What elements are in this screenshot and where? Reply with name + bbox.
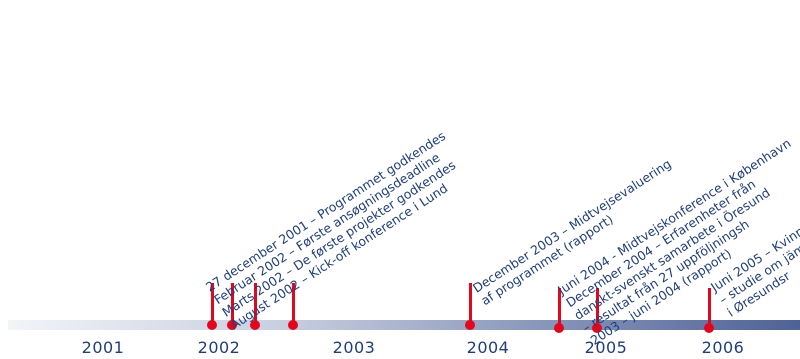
event-marker-stem <box>707 288 711 328</box>
event-marker-dot <box>250 320 260 330</box>
year-label: 2005 <box>584 338 628 357</box>
year-label: 2003 <box>332 338 376 357</box>
year-label: 2001 <box>81 338 125 357</box>
event-label-group: Juni 2004 - Midtvejskonference i Københa… <box>555 135 800 347</box>
event-marker-stem <box>253 283 257 325</box>
event-marker-dot <box>554 323 564 333</box>
event-marker-dot <box>465 320 475 330</box>
event-marker-stem <box>595 288 599 328</box>
event-marker-dot <box>207 320 217 330</box>
year-label: 2002 <box>197 338 241 357</box>
event-marker-stem <box>291 283 295 325</box>
year-label: 2006 <box>701 338 745 357</box>
event-label-line: Marts 2002 – De første projekter godkend… <box>219 157 459 320</box>
event-marker-stem <box>468 283 472 325</box>
event-marker-dot <box>592 323 602 333</box>
event-label-line: Februar 2002 – Første ansøgningsdeadline <box>211 149 443 308</box>
event-marker-stem <box>230 283 234 325</box>
event-marker-dot <box>704 323 714 333</box>
event-marker-dot <box>288 320 298 330</box>
event-label-line: danskt-svenskt samarbete i Öresund <box>571 184 773 323</box>
event-marker-stem <box>210 283 214 325</box>
event-label-group: 27 december 2001 – Programmet godkendes … <box>203 128 473 332</box>
timeline-bar <box>8 320 800 330</box>
event-marker-stem <box>557 288 561 328</box>
event-marker-dot <box>227 320 237 330</box>
year-label: 2004 <box>466 338 510 357</box>
